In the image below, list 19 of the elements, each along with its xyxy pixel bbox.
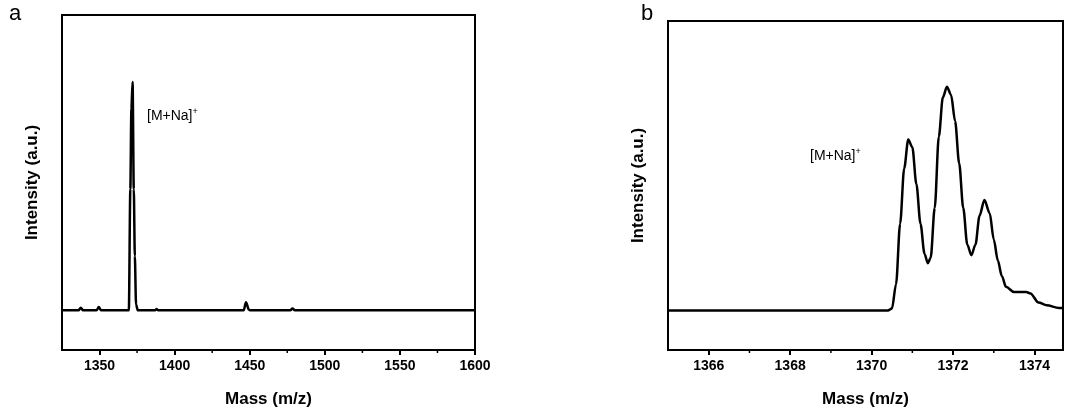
- x-tick-label: 1550: [384, 357, 416, 373]
- annotation: [M+Na]+: [810, 146, 861, 163]
- y-axis-title: Intensity (a.u.): [22, 124, 41, 241]
- x-axis-title: Mass (m/z): [225, 389, 312, 408]
- x-tick-label: 1350: [83, 357, 116, 373]
- x-tick-label: 1450: [234, 357, 266, 373]
- chart-title: a: [9, 0, 22, 25]
- x-tick-label: 1366: [693, 357, 725, 373]
- x-tick-label: 1372: [937, 357, 969, 373]
- chart-title: b: [641, 0, 654, 25]
- x-tick-label: 1400: [159, 357, 191, 373]
- x-axis-title: Mass (m/z): [822, 389, 909, 408]
- x-tick-label: 1600: [459, 357, 491, 373]
- x-tick-label: 1374: [1018, 357, 1051, 373]
- x-tick-label: 1368: [774, 357, 806, 373]
- x-tick-label: 1370: [856, 357, 888, 373]
- y-axis-title: Intensity (a.u.): [628, 127, 647, 244]
- annotation: [M+Na]+: [147, 106, 198, 123]
- x-tick-label: 1500: [309, 357, 341, 373]
